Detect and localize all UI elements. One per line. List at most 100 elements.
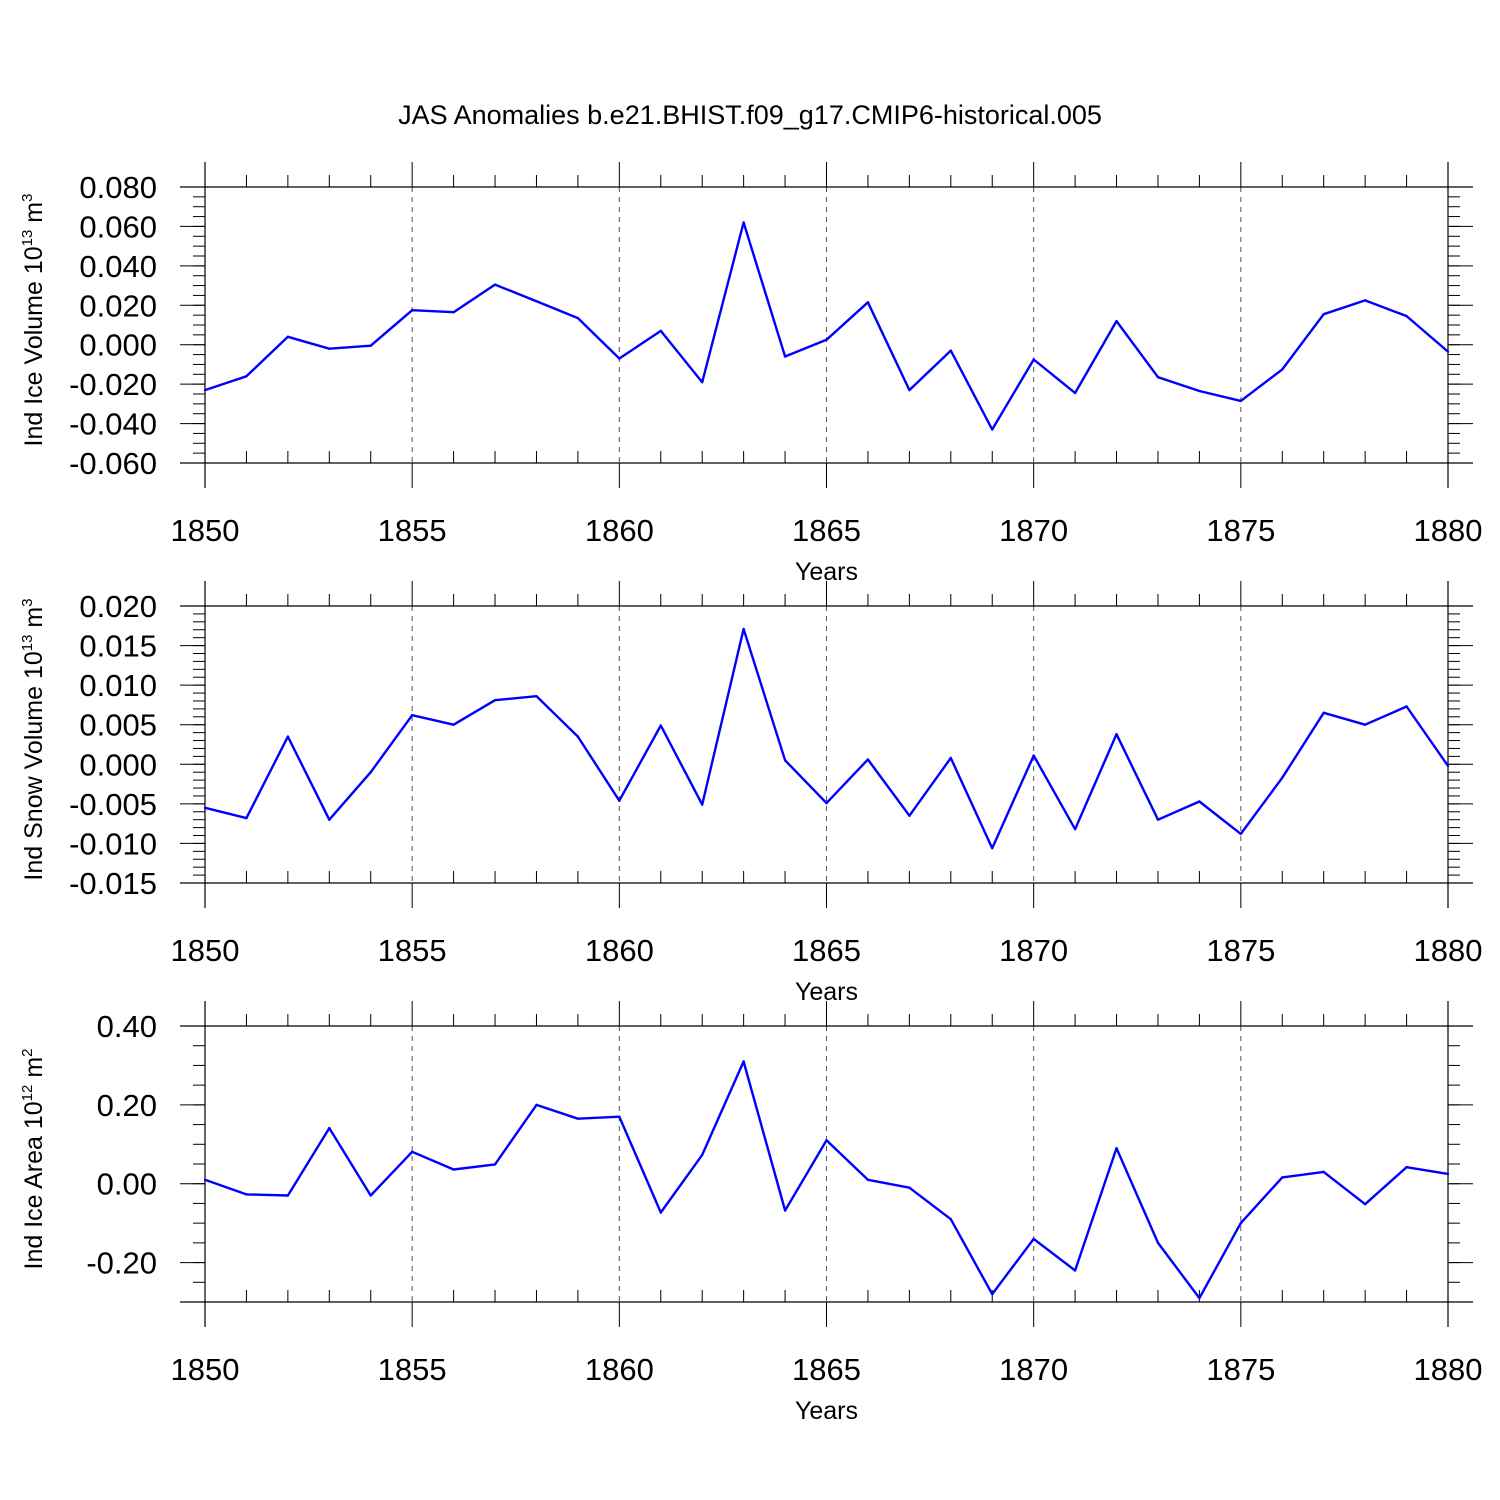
- data-point: [1239, 399, 1243, 403]
- data-point: [866, 1178, 870, 1181]
- x-tick-label: 1860: [585, 933, 654, 968]
- data-point: [535, 1103, 538, 1107]
- y-tick-label: 0.005: [79, 708, 157, 743]
- data-point: [452, 723, 455, 726]
- panel-ice-area: -0.20 0.00 0.20 0.40 1850 1855 1860 1865 1870 187…: [19, 1001, 1482, 1425]
- data-point: [369, 1194, 372, 1197]
- data-point: [493, 1163, 497, 1166]
- x-tick-label: 1875: [1206, 513, 1275, 548]
- data-point: [493, 698, 497, 702]
- data-point: [825, 1139, 828, 1142]
- y-tick-label: 0.020: [79, 288, 157, 323]
- data-point: [783, 1209, 787, 1212]
- data-point: [1156, 818, 1160, 821]
- data-point: [1405, 314, 1408, 318]
- data-point: [1322, 711, 1325, 715]
- data-point: [659, 1211, 662, 1214]
- data-point: [866, 758, 870, 761]
- data-point: [742, 221, 745, 224]
- y-axis-label: Ind Ice Volume 1013 m3: [19, 194, 48, 447]
- x-tick-label: 1855: [378, 1352, 447, 1387]
- data-point: [1363, 1203, 1367, 1206]
- x-tick-label: 1860: [585, 1352, 654, 1387]
- y-tick-label: 0.060: [79, 209, 157, 244]
- y-tick-label: -0.040: [69, 407, 157, 442]
- data-point: [908, 814, 911, 817]
- data-point: [452, 310, 455, 314]
- data-point: [1363, 723, 1367, 726]
- data-point: [1032, 1237, 1035, 1241]
- y-axis-label-main: Ind Ice Area 10: [20, 1101, 48, 1269]
- data-point: [1115, 319, 1118, 323]
- x-tick-label: 1875: [1206, 933, 1275, 968]
- data-point: [1032, 358, 1035, 361]
- data-point: [991, 1292, 994, 1296]
- x-tick-label: 1855: [378, 933, 447, 968]
- data-point: [328, 347, 331, 350]
- data-point: [410, 714, 414, 717]
- data-point: [908, 1186, 911, 1189]
- x-tick-label: 1865: [792, 1352, 861, 1387]
- data-point: [742, 1060, 745, 1063]
- y-axis-label-exponent: 13: [19, 230, 36, 247]
- y-tick-label: -0.010: [69, 826, 157, 861]
- y-tick-label: 0.080: [79, 170, 157, 205]
- x-tick-label: 1870: [999, 513, 1068, 548]
- data-point: [576, 735, 580, 738]
- data-point: [783, 355, 787, 358]
- y-tick-label: 0.40: [97, 1009, 157, 1044]
- chart-title: JAS Anomalies b.e21.BHIST.f09_g17.CMIP6-…: [398, 100, 1102, 130]
- data-point: [1405, 705, 1408, 708]
- x-tick-label: 1850: [171, 933, 240, 968]
- data-point: [659, 329, 662, 333]
- x-tick-label: 1865: [792, 513, 861, 548]
- data-point: [1281, 776, 1284, 779]
- data-point: [1363, 299, 1367, 302]
- y-axis-label: Ind Snow Volume 1013 m3: [19, 598, 48, 880]
- data-point: [1322, 1170, 1325, 1174]
- data-point: [576, 1117, 580, 1120]
- y-tick-label: -0.020: [69, 367, 157, 402]
- x-tick-label: 1865: [792, 933, 861, 968]
- data-point: [203, 388, 207, 392]
- data-point: [1115, 733, 1118, 736]
- data-point: [1198, 1296, 1201, 1300]
- y-tick-label: 0.00: [97, 1167, 157, 1202]
- data-point: [328, 1126, 331, 1130]
- data-point: [991, 428, 994, 431]
- data-point: [286, 335, 290, 339]
- data-point: [245, 375, 248, 378]
- x-tick-label: 1850: [171, 1352, 240, 1387]
- data-point: [825, 801, 828, 805]
- data-point: [825, 338, 828, 341]
- y-tick-label: 0.020: [79, 589, 157, 624]
- data-point: [866, 301, 870, 304]
- x-axis-label: Years: [795, 1397, 858, 1425]
- y-axis-label-main: Ind Ice Volume 10: [20, 246, 48, 446]
- x-tick-label: 1870: [999, 933, 1068, 968]
- y-tick-label: 0.015: [79, 629, 157, 664]
- x-tick-label: 1860: [585, 513, 654, 548]
- x-tick-label: 1880: [1414, 933, 1483, 968]
- data-point: [1239, 832, 1243, 836]
- y-tick-label: -0.005: [69, 787, 157, 822]
- y-tick-label: 0.20: [97, 1088, 157, 1123]
- data-point: [535, 300, 538, 303]
- data-point: [410, 1150, 414, 1153]
- data-point: [535, 695, 538, 698]
- data-point: [1239, 1221, 1243, 1225]
- data-point: [203, 806, 207, 810]
- data-point: [1446, 1172, 1450, 1176]
- data-point: [1322, 312, 1325, 316]
- y-tick-label: -0.015: [69, 866, 157, 901]
- y-tick-label: 0.000: [79, 747, 157, 782]
- data-point: [576, 316, 580, 320]
- x-tick-label: 1855: [378, 513, 447, 548]
- data-point: [369, 771, 372, 774]
- x-tick-label: 1880: [1414, 1352, 1483, 1387]
- data-point: [991, 846, 994, 850]
- data-point: [1405, 1165, 1408, 1169]
- data-point: [203, 1178, 207, 1181]
